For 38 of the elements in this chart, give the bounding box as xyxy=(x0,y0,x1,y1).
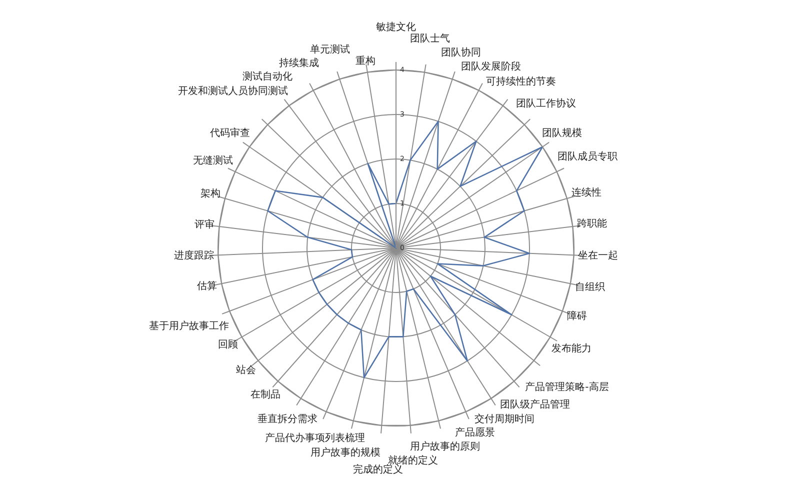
spoke-label: 测试自动化 xyxy=(242,70,293,83)
spoke-label: 障碍 xyxy=(567,310,588,322)
spoke-label: 可持续性的节奏 xyxy=(486,75,556,88)
spoke-label: 垂直拆分需求 xyxy=(257,413,318,426)
spoke-label: 团队士气 xyxy=(410,32,450,44)
spoke-label: 产品代办事项列表梳理 xyxy=(264,432,365,444)
spoke-label: 单元测试 xyxy=(310,43,350,56)
spoke-label: 无缝测试 xyxy=(192,154,233,167)
spoke-label: 持续集成 xyxy=(279,56,320,69)
spoke-label: 站会 xyxy=(236,364,256,376)
spoke-label: 产品管理策略-高层 xyxy=(525,381,609,394)
spoke-label: 团队级产品管理 xyxy=(500,398,570,410)
spoke-label: 在制品 xyxy=(250,388,281,401)
spoke-label: 估算 xyxy=(196,280,217,292)
spoke-label: 团队协同 xyxy=(441,46,482,58)
spoke-label: 评审 xyxy=(194,218,215,230)
spoke-label: 团队规模 xyxy=(542,126,582,139)
spoke-label: 敏捷文化 xyxy=(376,21,416,33)
spoke-label: 团队发展阶段 xyxy=(460,60,521,73)
spoke-label: 就绪的定义 xyxy=(388,454,438,466)
spoke-label: 团队工作协议 xyxy=(516,98,576,110)
spoke-label: 进度跟踪 xyxy=(174,250,214,262)
spoke-label: 架构 xyxy=(200,188,220,200)
spoke-label: 代码审查 xyxy=(208,126,250,139)
spoke-label: 用户故事的规模 xyxy=(310,446,381,458)
spoke-label: 坐在一起 xyxy=(578,250,618,262)
spoke-label: 开发和测试人员协同测试 xyxy=(178,85,288,98)
spoke-label: 发布能力 xyxy=(551,342,592,355)
spoke-label: 回顾 xyxy=(218,339,238,350)
spoke-label: 基于用户故事工作 xyxy=(148,320,229,332)
spoke-label: 跨职能 xyxy=(577,218,608,230)
spoke-label: 用户故事的原则 xyxy=(410,440,480,452)
spoke-label: 产品愿景 xyxy=(454,426,495,439)
spoke-label: 交付周期时间 xyxy=(474,413,535,426)
spoke-label: 重构 xyxy=(356,54,376,67)
spoke-label: 自组织 xyxy=(574,281,605,294)
spoke-label: 团队成员专职 xyxy=(557,150,618,163)
spoke-label: 连续性 xyxy=(571,186,602,198)
